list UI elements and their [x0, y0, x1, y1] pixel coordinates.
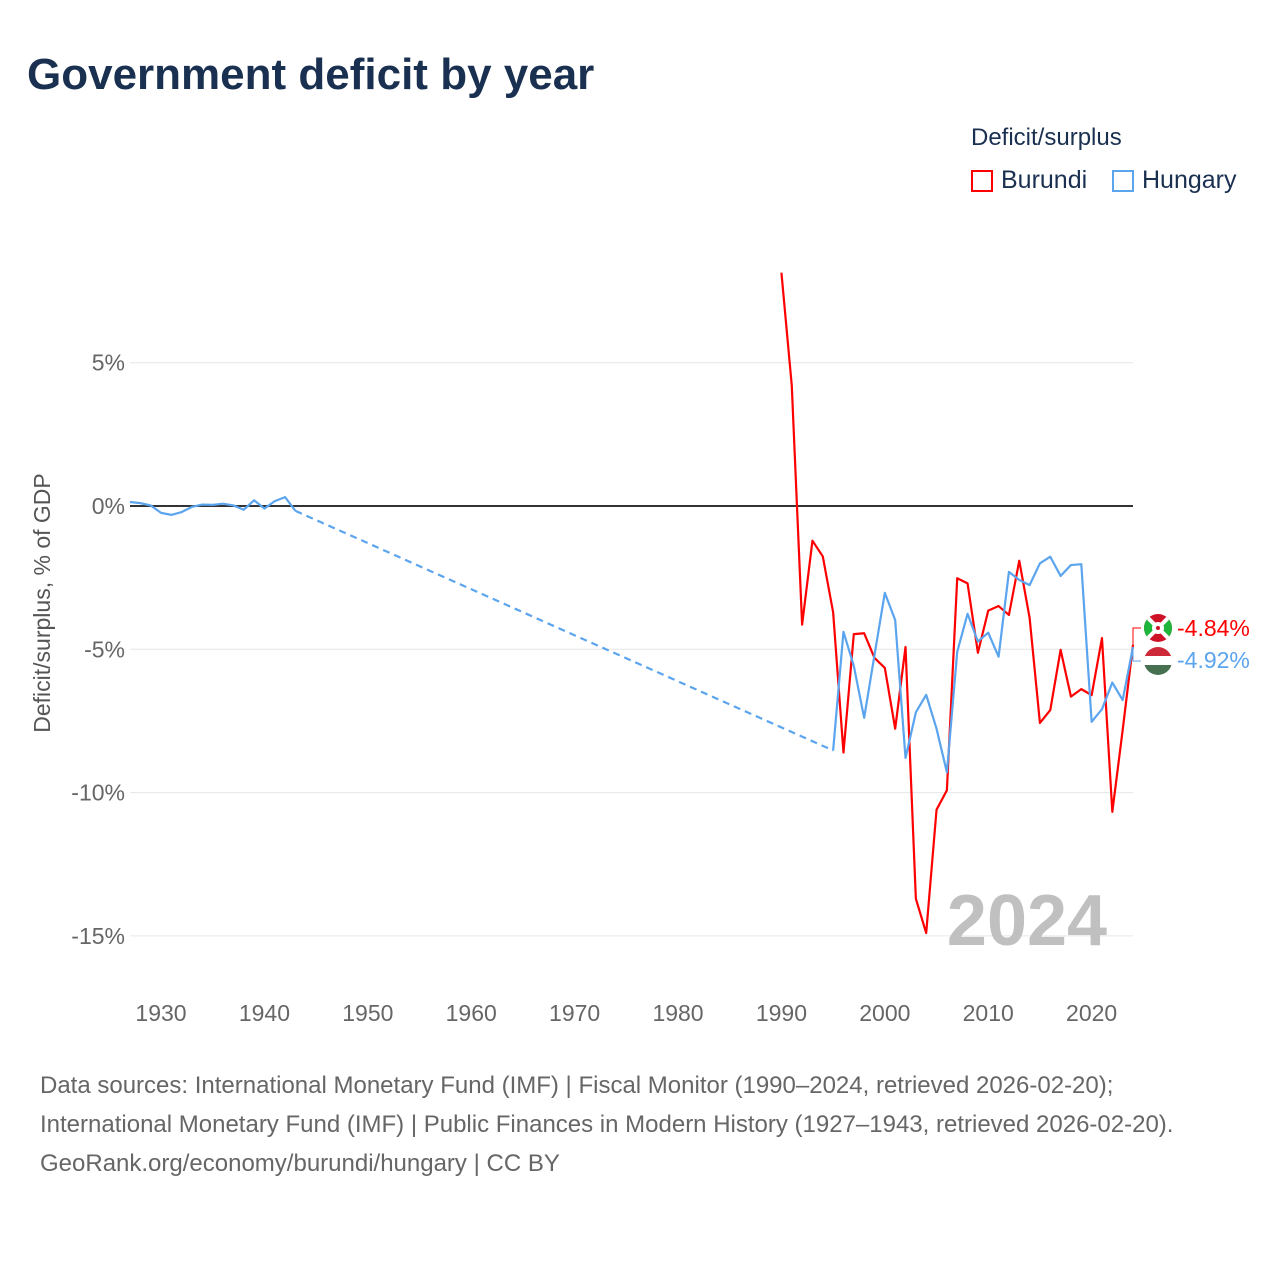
- y-tick-label: 5%: [92, 350, 125, 376]
- chart-title: Government deficit by year: [27, 50, 595, 99]
- legend-swatch-hungary: [1112, 169, 1134, 192]
- legend-label: Hungary: [1142, 166, 1237, 194]
- footer: Data sources: International Monetary Fun…: [40, 1066, 1240, 1183]
- year-watermark: 2024: [947, 881, 1107, 961]
- credit-link[interactable]: GeoRank.org/economy/burundi/hungary | CC…: [40, 1150, 560, 1177]
- legend-item-hungary[interactable]: Hungary: [1112, 166, 1237, 195]
- y-tick-label: -5%: [84, 636, 125, 662]
- x-tick-label: 1990: [756, 1000, 807, 1026]
- y-tick-label: -15%: [71, 923, 125, 949]
- x-tick-label: 1940: [239, 1000, 290, 1026]
- burundi-label-connector: [1132, 627, 1141, 645]
- burundi-end-label: -4.84%: [1177, 615, 1250, 641]
- legend-title: Deficit/surplus: [971, 124, 1122, 151]
- y-tick-label: -10%: [71, 780, 125, 806]
- hungary-end-label: -4.92%: [1177, 647, 1250, 673]
- x-tick-label: 1960: [446, 1000, 497, 1026]
- x-tick-label: 1950: [342, 1000, 393, 1026]
- x-tick-label: 1980: [652, 1000, 703, 1026]
- x-tick-label: 1930: [135, 1000, 186, 1026]
- hungary-flag-icon: [1144, 647, 1172, 675]
- legend-swatch-burundi: [971, 169, 993, 192]
- x-tick-label: 2010: [963, 1000, 1014, 1026]
- hungary-gap-dashed-line: [294, 509, 834, 752]
- x-tick-label: 2020: [1066, 1000, 1117, 1026]
- burundi-flag-icon: [1144, 614, 1172, 642]
- burundi-series-line: [780, 272, 1135, 935]
- data-sources: Data sources: International Monetary Fun…: [40, 1072, 1174, 1138]
- y-tick-label: 0%: [92, 493, 125, 519]
- legend-label: Burundi: [1001, 166, 1088, 194]
- hungary-series-line: [832, 555, 1135, 774]
- y-axis-label: Deficit/surplus, % of GDP: [29, 473, 55, 732]
- x-tick-label: 1970: [549, 1000, 600, 1026]
- hungary-label-connector: [1132, 647, 1141, 662]
- x-tick-label: 2000: [859, 1000, 910, 1026]
- legend-item-burundi[interactable]: Burundi: [971, 166, 1087, 195]
